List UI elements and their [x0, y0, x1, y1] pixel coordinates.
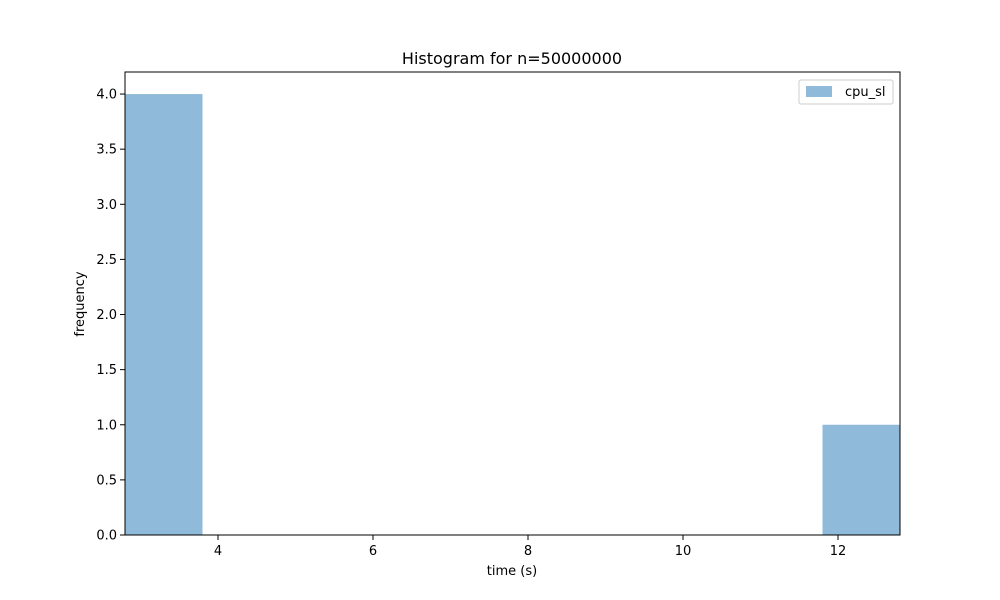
y-tick-label: 3.0 [96, 198, 117, 213]
y-tick-label: 0.0 [96, 529, 117, 544]
y-tick-label: 2.5 [96, 253, 117, 268]
chart-title: Histogram for n=50000000 [402, 49, 622, 68]
x-tick-label: 12 [830, 544, 847, 559]
y-tick-label: 3.5 [96, 143, 117, 158]
x-tick-label: 8 [524, 544, 532, 559]
legend: cpu_sl [798, 79, 894, 105]
x-tick-label: 6 [369, 544, 377, 559]
y-axis: 0.0 0.5 1.0 1.5 2.0 2.5 3.0 3.5 4.0 [96, 88, 125, 544]
x-axis-label: time (s) [487, 564, 537, 579]
histogram-bar [822, 424, 900, 535]
bars-layer [125, 94, 900, 536]
y-tick-label: 4.0 [96, 88, 117, 103]
legend-swatch-cpu-sl [806, 86, 832, 97]
y-tick-label: 1.5 [96, 363, 117, 378]
histogram-bar [125, 94, 203, 536]
x-axis: 4 6 8 10 12 [214, 535, 846, 559]
y-axis-label: frequency [73, 271, 88, 337]
y-tick-label: 0.5 [96, 473, 117, 488]
x-tick-label: 10 [675, 544, 692, 559]
y-tick-label: 1.0 [96, 418, 117, 433]
x-tick-label: 4 [214, 544, 222, 559]
y-tick-label: 2.0 [96, 308, 117, 323]
legend-label-cpu-sl: cpu_sl [845, 85, 886, 100]
axes-frame [124, 71, 901, 536]
